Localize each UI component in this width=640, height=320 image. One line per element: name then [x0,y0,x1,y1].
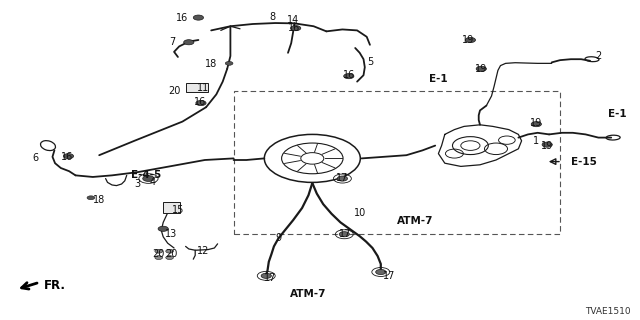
Circle shape [291,26,301,31]
Text: 8: 8 [269,12,275,22]
Text: 6: 6 [32,153,38,164]
Circle shape [376,269,386,275]
Bar [234,91,560,234]
Text: 13: 13 [165,228,178,239]
Circle shape [531,122,541,127]
Circle shape [339,232,349,237]
Circle shape [166,256,173,260]
Text: E-1: E-1 [429,74,448,84]
Text: 17: 17 [336,172,349,183]
Text: 14: 14 [287,15,300,25]
Circle shape [193,15,204,20]
Circle shape [143,176,154,181]
Text: 19: 19 [475,64,488,74]
Text: 7: 7 [170,36,176,47]
Text: 19: 19 [462,35,475,45]
Text: E-1: E-1 [608,108,627,119]
Text: FR.: FR. [44,279,65,292]
Circle shape [344,74,354,79]
Text: 15: 15 [172,204,184,215]
Text: 20: 20 [168,86,180,96]
Circle shape [337,176,348,181]
Circle shape [225,61,233,65]
Text: 18: 18 [205,59,218,69]
Text: 3: 3 [134,179,141,189]
Circle shape [166,249,173,253]
Text: 5: 5 [367,57,373,68]
Circle shape [196,100,206,106]
Text: E-15: E-15 [571,156,596,167]
Text: 16: 16 [61,152,74,162]
Text: 10: 10 [353,208,366,218]
Circle shape [158,226,168,231]
Text: 4: 4 [149,177,156,187]
Text: 17: 17 [264,273,276,284]
Text: 16: 16 [287,23,300,33]
Text: 17: 17 [339,228,352,239]
Circle shape [155,249,163,253]
Text: TVAE1510: TVAE1510 [585,307,630,316]
Text: 1: 1 [533,136,540,146]
Text: 2: 2 [595,51,602,61]
FancyBboxPatch shape [163,202,180,213]
Text: ATM-7: ATM-7 [396,216,433,226]
Text: 16: 16 [176,12,189,23]
Text: 9: 9 [275,233,282,244]
Text: 19: 19 [530,118,543,128]
Text: 17: 17 [383,271,396,281]
Circle shape [542,142,552,147]
Text: ATM-7: ATM-7 [290,289,327,299]
Text: 16: 16 [342,70,355,80]
Text: 12: 12 [197,246,210,256]
Circle shape [261,273,271,278]
Text: 18: 18 [93,195,106,205]
Text: 20: 20 [152,249,165,260]
Circle shape [476,66,486,71]
Circle shape [87,196,95,200]
FancyBboxPatch shape [186,83,208,92]
Text: 11: 11 [197,83,210,93]
Text: 19: 19 [541,140,554,151]
Circle shape [63,154,74,159]
Text: 20: 20 [165,249,178,260]
Circle shape [184,40,194,45]
Circle shape [155,256,163,260]
Circle shape [465,37,476,43]
Text: 16: 16 [193,97,206,108]
Text: E-4-5: E-4-5 [131,170,161,180]
